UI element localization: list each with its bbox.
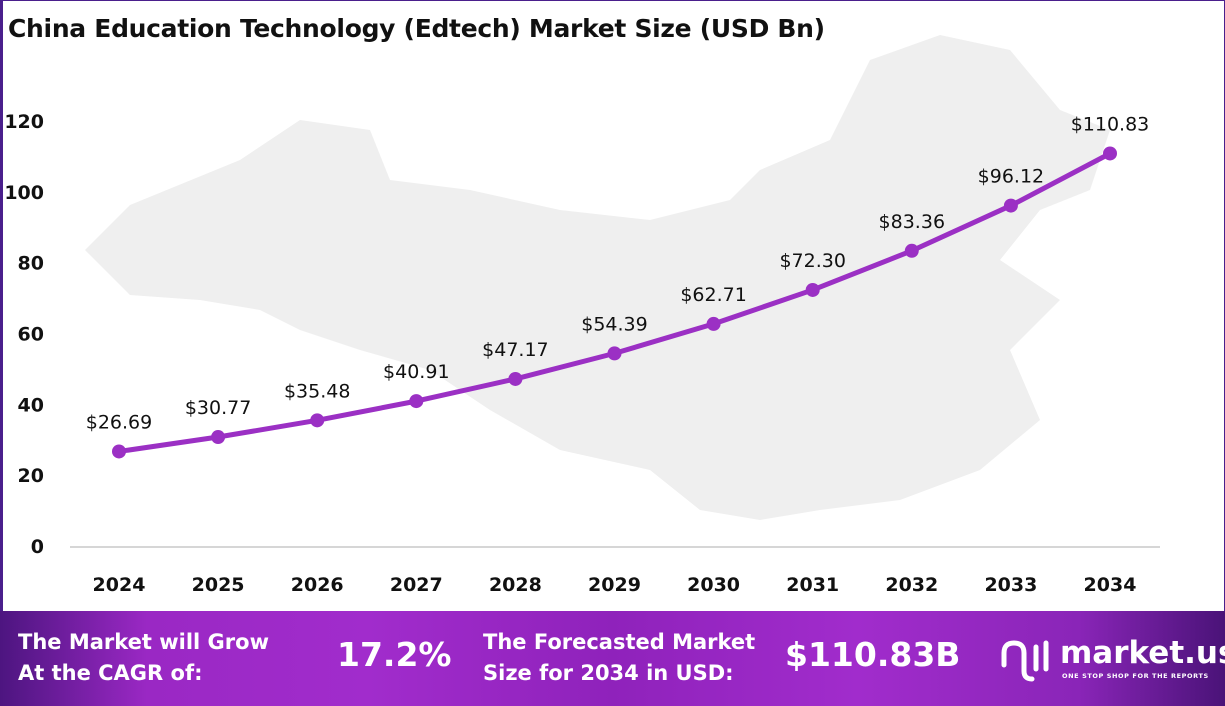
cagr-label: The Market will Grow At the CAGR of:	[18, 627, 269, 689]
data-label: $47.17	[482, 339, 548, 361]
x-tick-label: 2029	[588, 574, 641, 596]
cagr-value: 17.2%	[337, 635, 452, 674]
y-tick-label: 80	[18, 253, 44, 275]
data-point	[1103, 146, 1117, 161]
data-label: $110.83	[1071, 113, 1150, 135]
data-label: $83.36	[879, 211, 945, 233]
x-tick-label: 2027	[390, 574, 443, 596]
forecast-label-line1: The Forecasted Market	[483, 630, 756, 654]
data-label: $40.91	[383, 361, 449, 383]
logo-mark-icon	[1001, 640, 1049, 682]
data-label: $62.71	[680, 284, 746, 306]
x-tick-label: 2028	[489, 574, 542, 596]
market-us-logo: market.us ONE STOP SHOP FOR THE REPORTS	[1000, 635, 1225, 687]
data-point	[211, 430, 226, 445]
x-tick-label: 2031	[786, 574, 839, 596]
forecast-label-line2: Size for 2034 in USD:	[483, 661, 734, 685]
x-tick-label: 2026	[291, 574, 344, 596]
y-tick-label: 60	[18, 324, 44, 346]
data-point	[805, 282, 820, 297]
x-tick-label: 2024	[93, 574, 146, 596]
data-label: $96.12	[978, 166, 1044, 188]
cagr-label-line2: At the CAGR of:	[18, 661, 203, 685]
chart-title: China Education Technology (Edtech) Mark…	[8, 14, 825, 43]
y-tick-label: 20	[18, 465, 44, 487]
data-point	[1003, 198, 1018, 213]
data-point	[706, 316, 721, 331]
data-point	[310, 413, 325, 428]
data-label: $26.69	[86, 411, 152, 433]
forecast-value: $110.83B	[785, 635, 961, 674]
x-tick-label: 2034	[1084, 574, 1137, 596]
x-tick-label: 2033	[984, 574, 1037, 596]
footer-banner: The Market will Grow At the CAGR of: 17.…	[0, 611, 1225, 706]
y-tick-label: 40	[18, 394, 44, 416]
forecast-label: The Forecasted Market Size for 2034 in U…	[483, 627, 755, 689]
data-point	[904, 243, 919, 258]
logo-name: market.us	[1060, 635, 1225, 671]
y-tick-label: 0	[31, 536, 44, 558]
data-point	[607, 346, 622, 361]
data-point	[508, 371, 523, 386]
x-tick-label: 2025	[192, 574, 245, 596]
china-map-background	[85, 35, 1110, 520]
data-point	[409, 394, 424, 409]
cagr-label-line1: The Market will Grow	[18, 630, 269, 654]
data-label: $30.77	[185, 397, 251, 419]
y-tick-label: 120	[4, 111, 44, 133]
logo-tagline: ONE STOP SHOP FOR THE REPORTS	[1062, 672, 1209, 680]
y-tick-label: 100	[4, 182, 44, 204]
data-label: $35.48	[284, 380, 350, 402]
data-label: $54.39	[581, 313, 647, 335]
x-tick-label: 2030	[687, 574, 740, 596]
data-label: $72.30	[779, 250, 845, 272]
data-point	[112, 444, 126, 459]
x-tick-label: 2032	[885, 574, 938, 596]
line-chart: 0 20 40 60 80 100 120 2024 2025 2026 2027 2028 2029…	[4, 35, 1160, 596]
